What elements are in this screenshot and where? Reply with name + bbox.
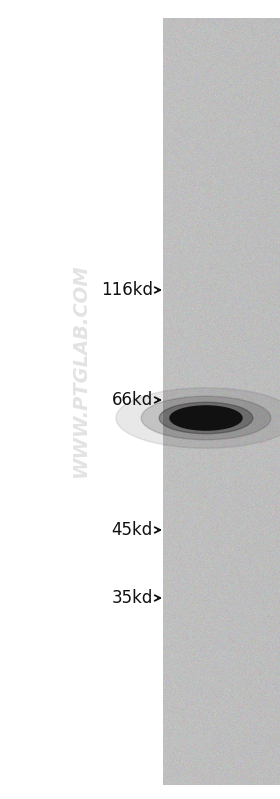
Ellipse shape (170, 406, 242, 430)
Ellipse shape (141, 396, 271, 439)
Ellipse shape (159, 402, 253, 434)
Text: WWW.PTGLAB.COM: WWW.PTGLAB.COM (71, 263, 90, 477)
Ellipse shape (116, 388, 280, 448)
Text: 116kd: 116kd (101, 281, 153, 299)
Text: 66kd: 66kd (112, 391, 153, 409)
Text: 35kd: 35kd (112, 589, 153, 607)
Text: 45kd: 45kd (112, 521, 153, 539)
